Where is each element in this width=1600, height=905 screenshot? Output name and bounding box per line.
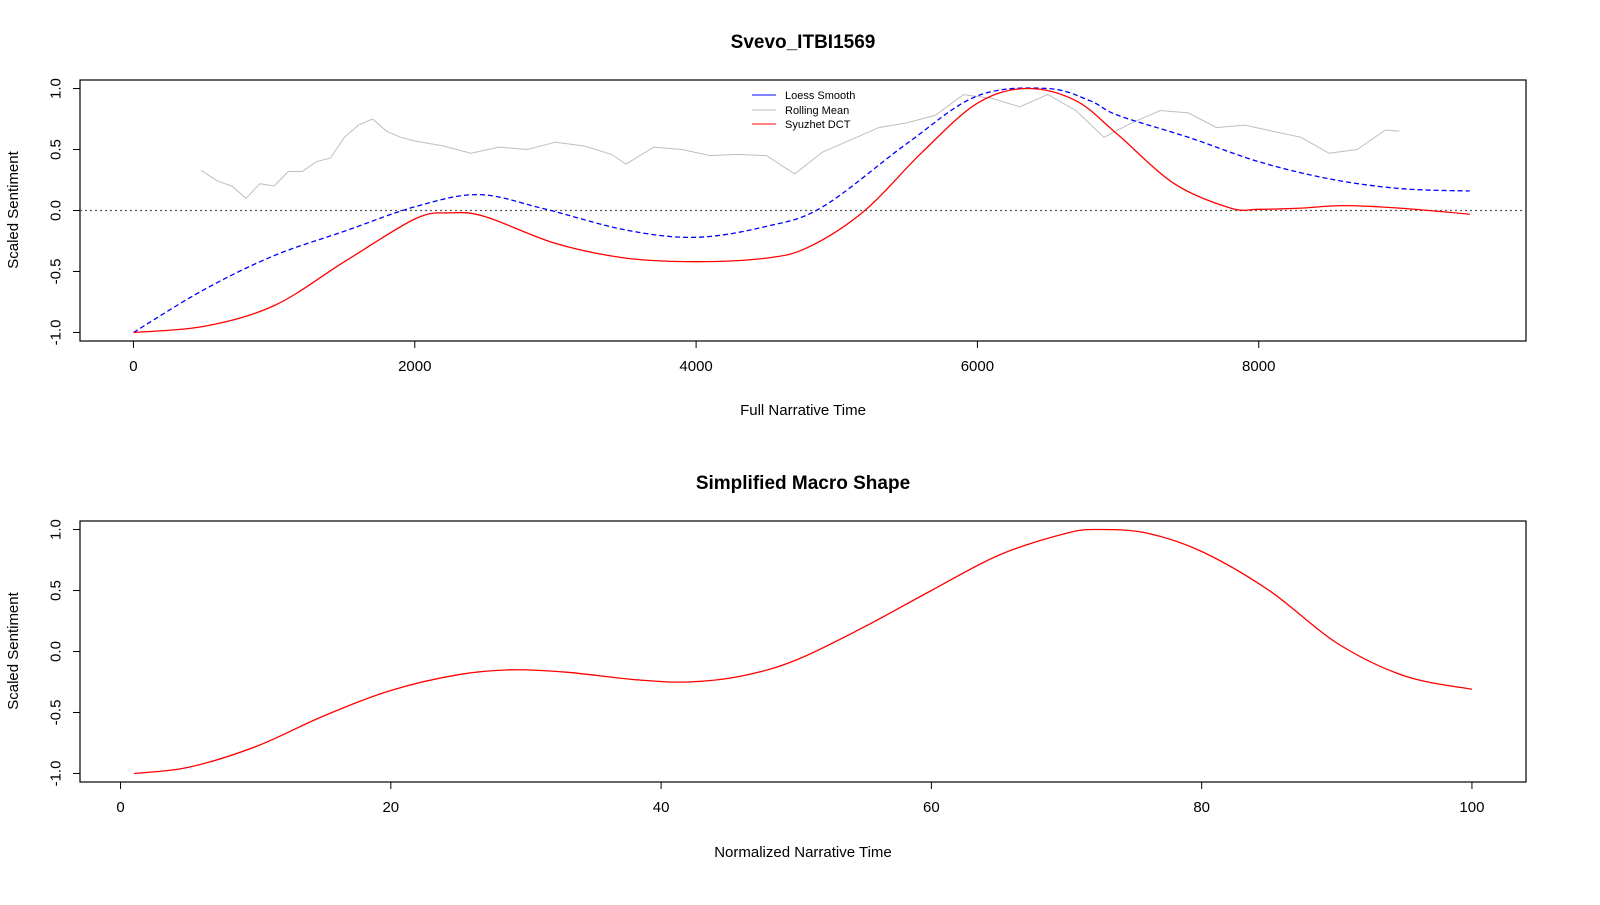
x-tick-label: 2000 — [398, 358, 431, 375]
legend-label-dct: Syuzhet DCT — [785, 119, 851, 131]
x-axis-ticks: 0 2000 4000 6000 8000 — [129, 340, 1275, 375]
chart-panel-full-narrative: Svevo_ITBI1569 Full Narrative Time Scale… — [5, 32, 1527, 419]
macro-shape-line — [134, 528, 1473, 775]
chart-title: Svevo_ITBI1569 — [731, 32, 876, 53]
y-tick-label: 1.0 — [48, 78, 65, 99]
x-axis-label: Normalized Narrative Time — [714, 844, 892, 861]
series-group — [80, 87, 1526, 334]
syuzhet-dct-line — [133, 87, 1470, 334]
y-tick-label: 1.0 — [48, 519, 65, 540]
y-tick-label: -1.0 — [48, 761, 65, 787]
x-tick-label: 40 — [653, 799, 670, 816]
y-axis-label: Scaled Sentiment — [5, 591, 22, 709]
y-tick-label: -1.0 — [48, 320, 65, 346]
x-tick-label: 0 — [116, 799, 124, 816]
x-tick-label: 8000 — [1242, 358, 1275, 375]
y-tick-label: 0.5 — [48, 580, 65, 601]
y-tick-label: 0.0 — [48, 641, 65, 662]
legend: Loess Smooth Rolling Mean Syuzhet DCT — [752, 90, 855, 131]
loess-smooth-line — [133, 87, 1470, 334]
x-tick-label: 4000 — [679, 358, 712, 375]
x-tick-label: 100 — [1459, 799, 1484, 816]
x-tick-label: 6000 — [961, 358, 994, 375]
x-tick-label: 0 — [129, 358, 137, 375]
y-tick-label: -0.5 — [48, 700, 65, 726]
legend-label-loess: Loess Smooth — [785, 90, 855, 102]
rolling-mean-line — [200, 94, 1400, 199]
y-tick-label: 0.5 — [48, 139, 65, 160]
chart-title: Simplified Macro Shape — [696, 473, 910, 494]
x-tick-label: 20 — [382, 799, 399, 816]
y-axis-label: Scaled Sentiment — [5, 150, 22, 268]
series-group — [134, 528, 1473, 775]
y-axis-ticks: -1.0 -0.5 0.0 0.5 1.0 — [48, 78, 81, 345]
plot-area-frame — [79, 520, 1527, 783]
x-tick-label: 60 — [923, 799, 940, 816]
chart-panel-macro-shape: Simplified Macro Shape Normalized Narrat… — [5, 473, 1527, 861]
x-tick-label: 80 — [1193, 799, 1210, 816]
x-axis-ticks: 0 20 40 60 80 100 — [116, 781, 1484, 816]
y-tick-label: 0.0 — [48, 200, 65, 221]
legend-label-rolling: Rolling Mean — [785, 105, 849, 117]
y-axis-ticks: -1.0 -0.5 0.0 0.5 1.0 — [48, 519, 81, 786]
y-tick-label: -0.5 — [48, 259, 65, 285]
x-axis-label: Full Narrative Time — [740, 402, 866, 419]
